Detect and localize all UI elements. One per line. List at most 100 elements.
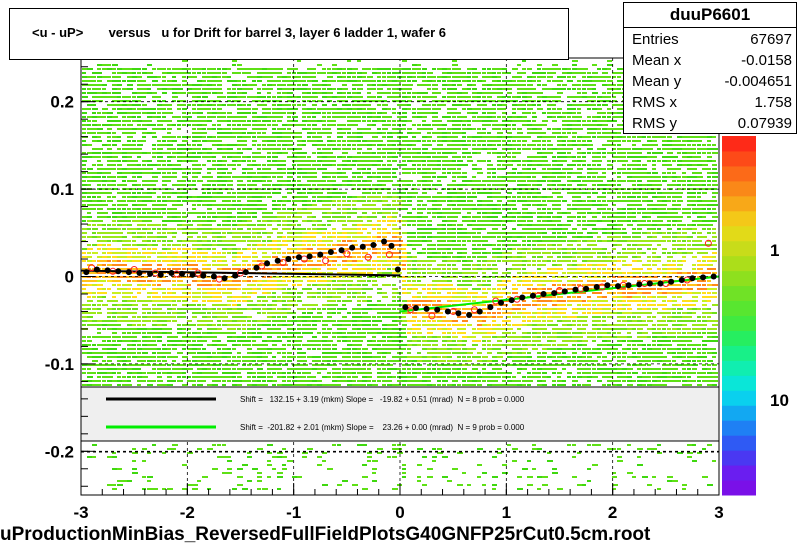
density-cell — [127, 244, 131, 246]
density-cell — [332, 140, 336, 142]
density-cell — [122, 80, 126, 82]
density-cell — [162, 184, 167, 186]
density-cell — [517, 64, 521, 66]
density-cell — [492, 124, 497, 126]
density-cell — [467, 68, 472, 70]
density-cell — [567, 192, 572, 194]
density-cell — [542, 152, 548, 154]
density-cell — [222, 176, 227, 178]
density-cell — [102, 168, 107, 170]
density-cell — [192, 108, 196, 110]
density-cell — [592, 160, 597, 162]
density-cell — [582, 228, 587, 230]
density-cell — [417, 68, 421, 70]
density-cell — [322, 252, 327, 254]
density-cell — [242, 220, 248, 222]
density-cell — [202, 212, 206, 214]
density-cell — [232, 124, 236, 126]
density-cell — [117, 160, 121, 162]
density-cell — [277, 192, 281, 194]
density-cell — [182, 112, 186, 114]
density-cell — [442, 232, 446, 234]
density-cell — [247, 208, 252, 210]
density-cell — [552, 168, 558, 170]
density-cell — [117, 236, 122, 238]
density-cell — [352, 220, 358, 222]
density-cell — [222, 248, 228, 250]
density-cell — [337, 168, 341, 170]
density-cell — [252, 252, 257, 254]
density-cell — [307, 88, 311, 90]
density-cell — [547, 248, 552, 250]
density-cell — [162, 104, 167, 106]
density-cell — [467, 192, 471, 194]
density-cell — [602, 68, 608, 70]
density-cell — [297, 136, 302, 138]
density-cell — [97, 204, 103, 206]
density-cell — [92, 96, 98, 98]
density-cell — [352, 244, 358, 246]
density-cell — [587, 108, 591, 110]
density-cell — [687, 216, 691, 218]
density-cell — [122, 148, 128, 150]
density-cell — [242, 116, 247, 118]
density-cell — [527, 68, 532, 70]
density-cell — [597, 112, 603, 114]
density-cell — [152, 132, 156, 134]
density-cell — [212, 152, 218, 154]
density-cell — [172, 80, 177, 82]
density-cell — [307, 100, 311, 102]
density-cell — [697, 204, 702, 206]
density-cell — [357, 92, 361, 94]
density-cell — [697, 164, 703, 166]
density-cell — [287, 100, 293, 102]
density-cell — [347, 60, 351, 62]
density-cell — [517, 164, 521, 166]
density-cell — [497, 160, 503, 162]
density-cell — [487, 252, 491, 254]
density-cell — [87, 80, 92, 82]
density-cell — [352, 184, 356, 186]
density-cell — [687, 212, 691, 214]
density-cell — [317, 148, 321, 150]
density-cell — [327, 208, 331, 210]
density-cell — [282, 180, 287, 182]
density-cell — [222, 172, 226, 174]
density-cell — [132, 96, 136, 98]
density-cell — [192, 156, 198, 158]
density-cell — [142, 140, 146, 142]
density-cell — [222, 112, 226, 114]
density-cell — [107, 188, 111, 190]
density-cell — [567, 184, 572, 186]
density-cell — [292, 96, 298, 98]
density-cell — [527, 224, 533, 226]
density-cell — [82, 228, 88, 230]
density-cell — [572, 120, 578, 122]
density-cell — [692, 160, 697, 162]
density-cell — [87, 168, 93, 170]
density-cell — [542, 124, 547, 126]
density-cell — [167, 144, 173, 146]
density-cell — [582, 152, 586, 154]
density-cell — [542, 212, 546, 214]
density-cell — [522, 72, 526, 74]
density-cell — [297, 232, 303, 234]
density-cell — [567, 72, 573, 74]
density-cell — [697, 184, 702, 186]
density-cell — [547, 236, 552, 238]
density-cell — [457, 232, 462, 234]
density-cell — [582, 156, 586, 158]
density-cell — [477, 244, 481, 246]
density-cell — [142, 160, 147, 162]
density-cell — [557, 232, 561, 234]
density-cell — [182, 116, 187, 118]
density-cell — [462, 236, 467, 238]
density-cell — [397, 204, 403, 206]
density-cell — [227, 132, 233, 134]
density-cell — [447, 136, 452, 138]
density-cell — [257, 144, 261, 146]
density-cell — [647, 208, 652, 210]
density-cell — [687, 148, 692, 150]
density-cell — [107, 156, 113, 158]
density-cell — [437, 160, 441, 162]
